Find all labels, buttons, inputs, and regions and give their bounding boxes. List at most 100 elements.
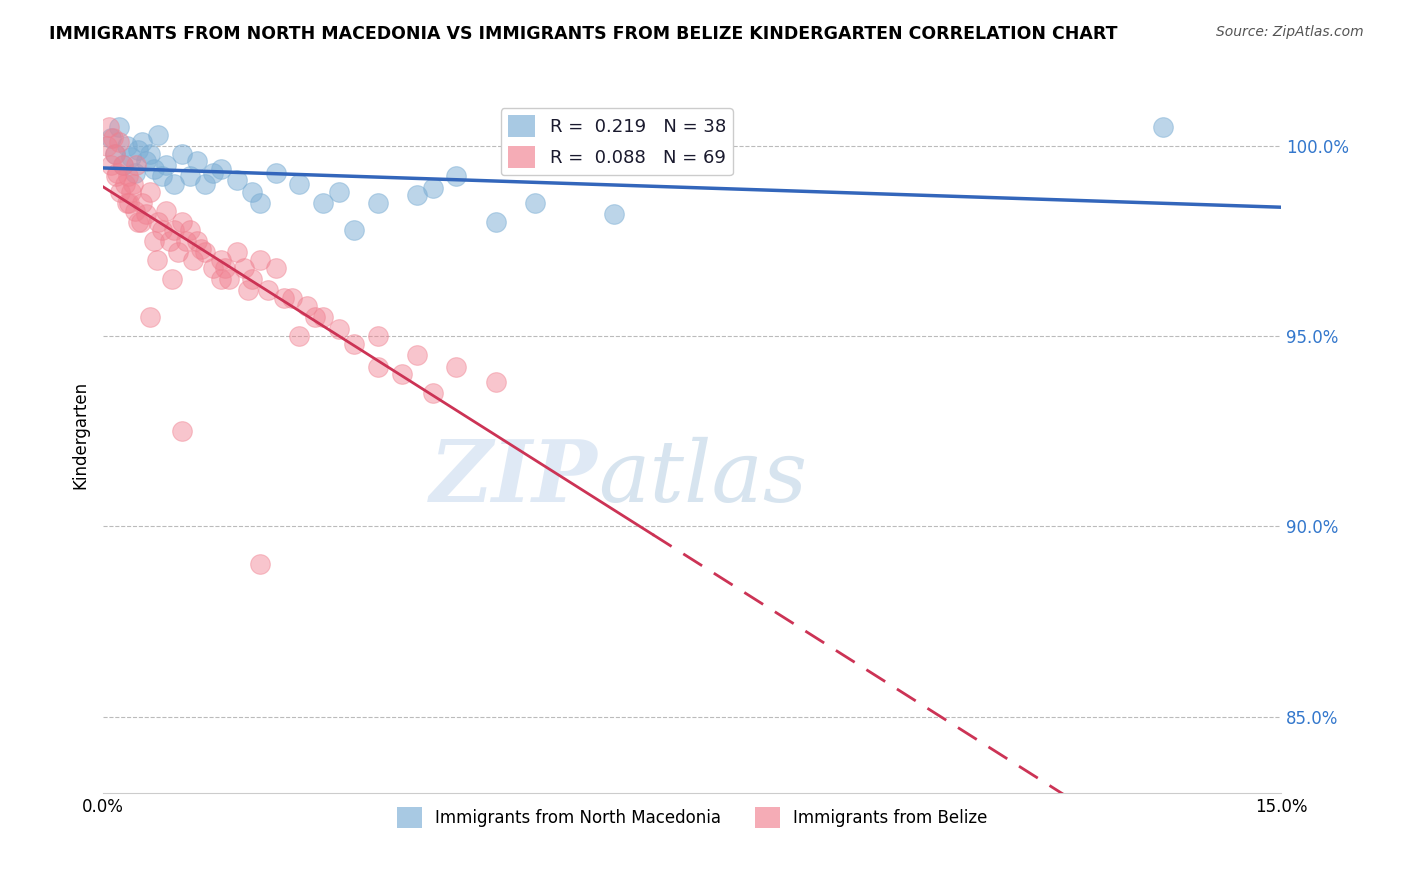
Point <box>127 215 149 229</box>
Point <box>524 196 547 211</box>
Point <box>118 196 141 211</box>
Point <box>170 146 193 161</box>
Point <box>100 131 122 145</box>
Point <box>115 139 138 153</box>
Text: IMMIGRANTS FROM NORTH MACEDONIA VS IMMIGRANTS FROM BELIZE KINDERGARTEN CORRELATI: IMMIGRANTS FROM NORTH MACEDONIA VS IMMIG… <box>49 25 1118 43</box>
Point <box>238 284 260 298</box>
Point <box>218 272 240 286</box>
Point <box>233 260 256 275</box>
Point <box>485 375 508 389</box>
Point <box>225 245 247 260</box>
Point <box>114 177 136 191</box>
Point <box>104 146 127 161</box>
Point <box>131 135 153 149</box>
Point <box>111 158 134 172</box>
Point <box>288 329 311 343</box>
Point <box>343 222 366 236</box>
Point <box>297 299 319 313</box>
Point <box>124 165 146 179</box>
Point <box>1152 120 1174 134</box>
Point <box>146 215 169 229</box>
Point <box>155 158 177 172</box>
Point <box>104 146 127 161</box>
Point <box>96 139 118 153</box>
Point <box>150 169 173 184</box>
Point <box>257 284 280 298</box>
Point <box>125 158 148 172</box>
Point <box>288 177 311 191</box>
Point <box>249 558 271 572</box>
Point <box>186 154 208 169</box>
Point <box>240 272 263 286</box>
Legend: Immigrants from North Macedonia, Immigrants from Belize: Immigrants from North Macedonia, Immigra… <box>391 801 994 834</box>
Point <box>186 234 208 248</box>
Point <box>155 203 177 218</box>
Point <box>194 245 217 260</box>
Point <box>391 367 413 381</box>
Point <box>166 245 188 260</box>
Point <box>139 310 162 325</box>
Point <box>98 120 121 134</box>
Point <box>139 185 162 199</box>
Point <box>111 158 134 172</box>
Point <box>190 242 212 256</box>
Point <box>131 196 153 211</box>
Point <box>367 359 389 374</box>
Point <box>104 169 127 184</box>
Point <box>146 128 169 142</box>
Point <box>139 146 162 161</box>
Point <box>129 215 152 229</box>
Point <box>183 253 205 268</box>
Point <box>485 215 508 229</box>
Point <box>145 253 167 268</box>
Point <box>117 169 139 184</box>
Text: ZIP: ZIP <box>430 436 598 520</box>
Point <box>135 154 157 169</box>
Point <box>280 291 302 305</box>
Point <box>174 234 197 248</box>
Point <box>150 222 173 236</box>
Text: Source: ZipAtlas.com: Source: ZipAtlas.com <box>1216 25 1364 39</box>
Point <box>143 234 166 248</box>
Point <box>343 336 366 351</box>
Point <box>194 177 217 191</box>
Point <box>108 120 131 134</box>
Point <box>240 185 263 199</box>
Point <box>422 180 444 194</box>
Point <box>110 185 132 199</box>
Point <box>122 177 145 191</box>
Point <box>312 196 335 211</box>
Point <box>225 173 247 187</box>
Point <box>328 185 350 199</box>
Point <box>179 169 201 184</box>
Y-axis label: Kindergarten: Kindergarten <box>72 381 89 489</box>
Point <box>143 161 166 176</box>
Point <box>446 169 468 184</box>
Point <box>202 260 225 275</box>
Point <box>115 196 138 211</box>
Point <box>120 150 142 164</box>
Point <box>101 131 124 145</box>
Point <box>422 386 444 401</box>
Point <box>170 424 193 438</box>
Point <box>367 196 389 211</box>
Point <box>406 348 429 362</box>
Point <box>214 260 236 275</box>
Point <box>163 177 186 191</box>
Point <box>312 310 335 325</box>
Point <box>209 253 232 268</box>
Point <box>264 165 287 179</box>
Point <box>209 272 232 286</box>
Point <box>127 143 149 157</box>
Point <box>163 222 186 236</box>
Point <box>446 359 468 374</box>
Point <box>179 222 201 236</box>
Text: atlas: atlas <box>598 436 807 519</box>
Point <box>135 207 157 221</box>
Point <box>160 272 183 286</box>
Point <box>170 215 193 229</box>
Point <box>304 310 326 325</box>
Point <box>100 158 122 172</box>
Point <box>249 253 271 268</box>
Point <box>249 196 271 211</box>
